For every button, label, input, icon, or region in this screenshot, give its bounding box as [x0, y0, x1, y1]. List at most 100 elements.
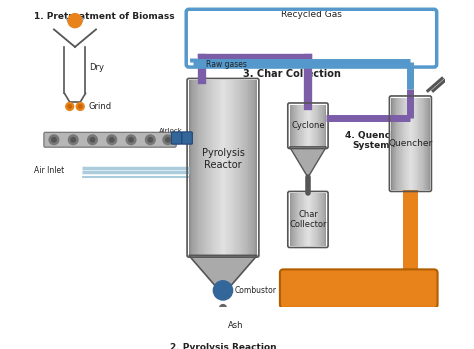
Bar: [243, 80, 244, 255]
Circle shape: [68, 105, 72, 108]
Bar: [314, 193, 315, 246]
Text: 4. Quench
System: 4. Quench System: [345, 131, 397, 150]
Circle shape: [146, 135, 155, 144]
Bar: [411, 98, 412, 190]
Bar: [191, 80, 192, 255]
Bar: [399, 98, 400, 190]
Circle shape: [91, 138, 95, 142]
Bar: [209, 80, 210, 255]
Bar: [325, 193, 326, 246]
Bar: [251, 80, 252, 255]
Bar: [230, 80, 231, 255]
Bar: [294, 105, 295, 147]
Bar: [426, 98, 427, 190]
Bar: [292, 193, 293, 246]
Bar: [295, 193, 296, 246]
Text: 5. Bio-oil Storage: 5. Bio-oil Storage: [311, 312, 407, 322]
Bar: [293, 105, 294, 147]
Bar: [236, 80, 237, 255]
Bar: [413, 98, 414, 190]
Bar: [316, 105, 317, 147]
Bar: [417, 98, 418, 190]
Text: Recycled Gas: Recycled Gas: [281, 10, 342, 19]
Bar: [322, 105, 323, 147]
Bar: [213, 80, 214, 255]
Bar: [227, 80, 228, 255]
Bar: [324, 193, 325, 246]
Bar: [314, 105, 315, 147]
Bar: [196, 80, 197, 255]
Bar: [211, 80, 212, 255]
Bar: [252, 80, 253, 255]
Bar: [189, 80, 190, 255]
Bar: [250, 80, 251, 255]
Bar: [420, 98, 421, 190]
Circle shape: [71, 138, 75, 142]
Bar: [212, 80, 213, 255]
Bar: [300, 105, 301, 147]
Bar: [234, 80, 235, 255]
Bar: [306, 193, 307, 246]
Bar: [291, 105, 292, 147]
Bar: [299, 105, 300, 147]
Bar: [228, 80, 229, 255]
Text: Quencher: Quencher: [388, 139, 433, 148]
FancyBboxPatch shape: [171, 132, 182, 144]
Bar: [296, 105, 297, 147]
Bar: [296, 193, 297, 246]
Bar: [402, 190, 418, 273]
Bar: [422, 98, 423, 190]
Bar: [305, 105, 306, 147]
Bar: [423, 98, 424, 190]
Bar: [216, 80, 217, 255]
Bar: [295, 105, 296, 147]
Bar: [392, 98, 393, 190]
Bar: [409, 98, 410, 190]
Bar: [290, 105, 291, 147]
Bar: [229, 80, 230, 255]
Bar: [398, 98, 399, 190]
Bar: [193, 80, 194, 255]
Bar: [210, 80, 211, 255]
Circle shape: [126, 135, 136, 144]
Bar: [307, 193, 308, 246]
Bar: [294, 193, 295, 246]
Bar: [306, 105, 307, 147]
Text: 1. Pretreatment of Biomass: 1. Pretreatment of Biomass: [34, 12, 174, 21]
Bar: [224, 80, 225, 255]
Polygon shape: [189, 255, 257, 295]
Bar: [214, 80, 215, 255]
Bar: [318, 105, 319, 147]
Bar: [307, 105, 308, 147]
Bar: [396, 98, 397, 190]
Bar: [415, 98, 416, 190]
Bar: [405, 98, 406, 190]
Text: Airlock: Airlock: [159, 128, 183, 134]
Circle shape: [148, 138, 153, 142]
Bar: [215, 80, 216, 255]
Text: Combustor: Combustor: [234, 286, 276, 295]
Bar: [255, 80, 256, 255]
Text: Dry: Dry: [89, 62, 104, 72]
Bar: [312, 193, 313, 246]
Bar: [253, 80, 254, 255]
Text: Grind: Grind: [89, 102, 112, 111]
Bar: [244, 80, 245, 255]
Bar: [293, 193, 294, 246]
Bar: [406, 98, 407, 190]
Bar: [323, 105, 324, 147]
Bar: [207, 80, 208, 255]
Bar: [303, 193, 304, 246]
Bar: [313, 193, 314, 246]
Bar: [199, 80, 200, 255]
Bar: [408, 98, 409, 190]
Bar: [300, 193, 301, 246]
Bar: [218, 80, 219, 255]
Circle shape: [68, 14, 82, 28]
Bar: [232, 80, 233, 255]
Bar: [427, 98, 428, 190]
FancyBboxPatch shape: [280, 269, 438, 308]
Circle shape: [49, 135, 59, 144]
Bar: [254, 80, 255, 255]
Bar: [315, 193, 316, 246]
